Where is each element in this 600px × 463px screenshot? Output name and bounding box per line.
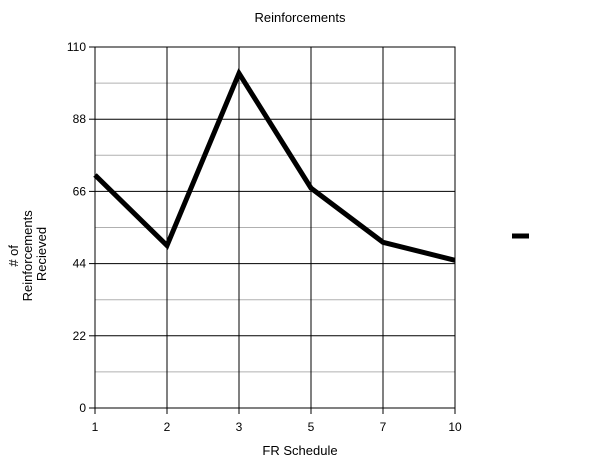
y-axis-label-line-2: Reinforcements [20, 210, 35, 302]
y-axis-label-line-3: Recieved [34, 227, 49, 281]
y-axis-label: # of Reinforcements Recieved [6, 207, 49, 302]
minor-gridlines [95, 82, 455, 373]
x-tick-label: 2 [164, 420, 171, 434]
y-tick-labels: 0 22 44 66 88 110 [67, 40, 86, 415]
y-tick-label: 22 [73, 329, 87, 343]
x-tick-label: 7 [380, 420, 387, 434]
x-tick-label: 1 [92, 420, 99, 434]
y-axis-label-line-1: # of [6, 245, 21, 267]
x-tick-labels: 1 2 3 5 7 10 [92, 420, 462, 434]
y-tick-label: 44 [73, 257, 87, 271]
chart-title: Reinforcements [254, 10, 346, 25]
major-gridlines [89, 46, 455, 409]
series-line [93, 67, 456, 263]
y-tick-label: 66 [73, 184, 87, 198]
plot-frame [94, 46, 456, 409]
x-tick-label: 5 [308, 420, 315, 434]
x-tick-label: 10 [448, 420, 462, 434]
y-tick-label: 110 [67, 40, 86, 54]
vertical-gridlines [94, 47, 456, 414]
x-axis-label: FR Schedule [262, 443, 337, 458]
y-tick-label: 88 [73, 112, 87, 126]
x-tick-label: 3 [236, 420, 243, 434]
y-tick-label: 0 [79, 401, 86, 415]
